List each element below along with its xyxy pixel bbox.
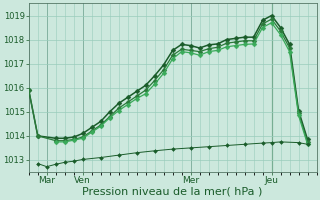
X-axis label: Pression niveau de la mer( hPa ): Pression niveau de la mer( hPa ) (83, 187, 263, 197)
